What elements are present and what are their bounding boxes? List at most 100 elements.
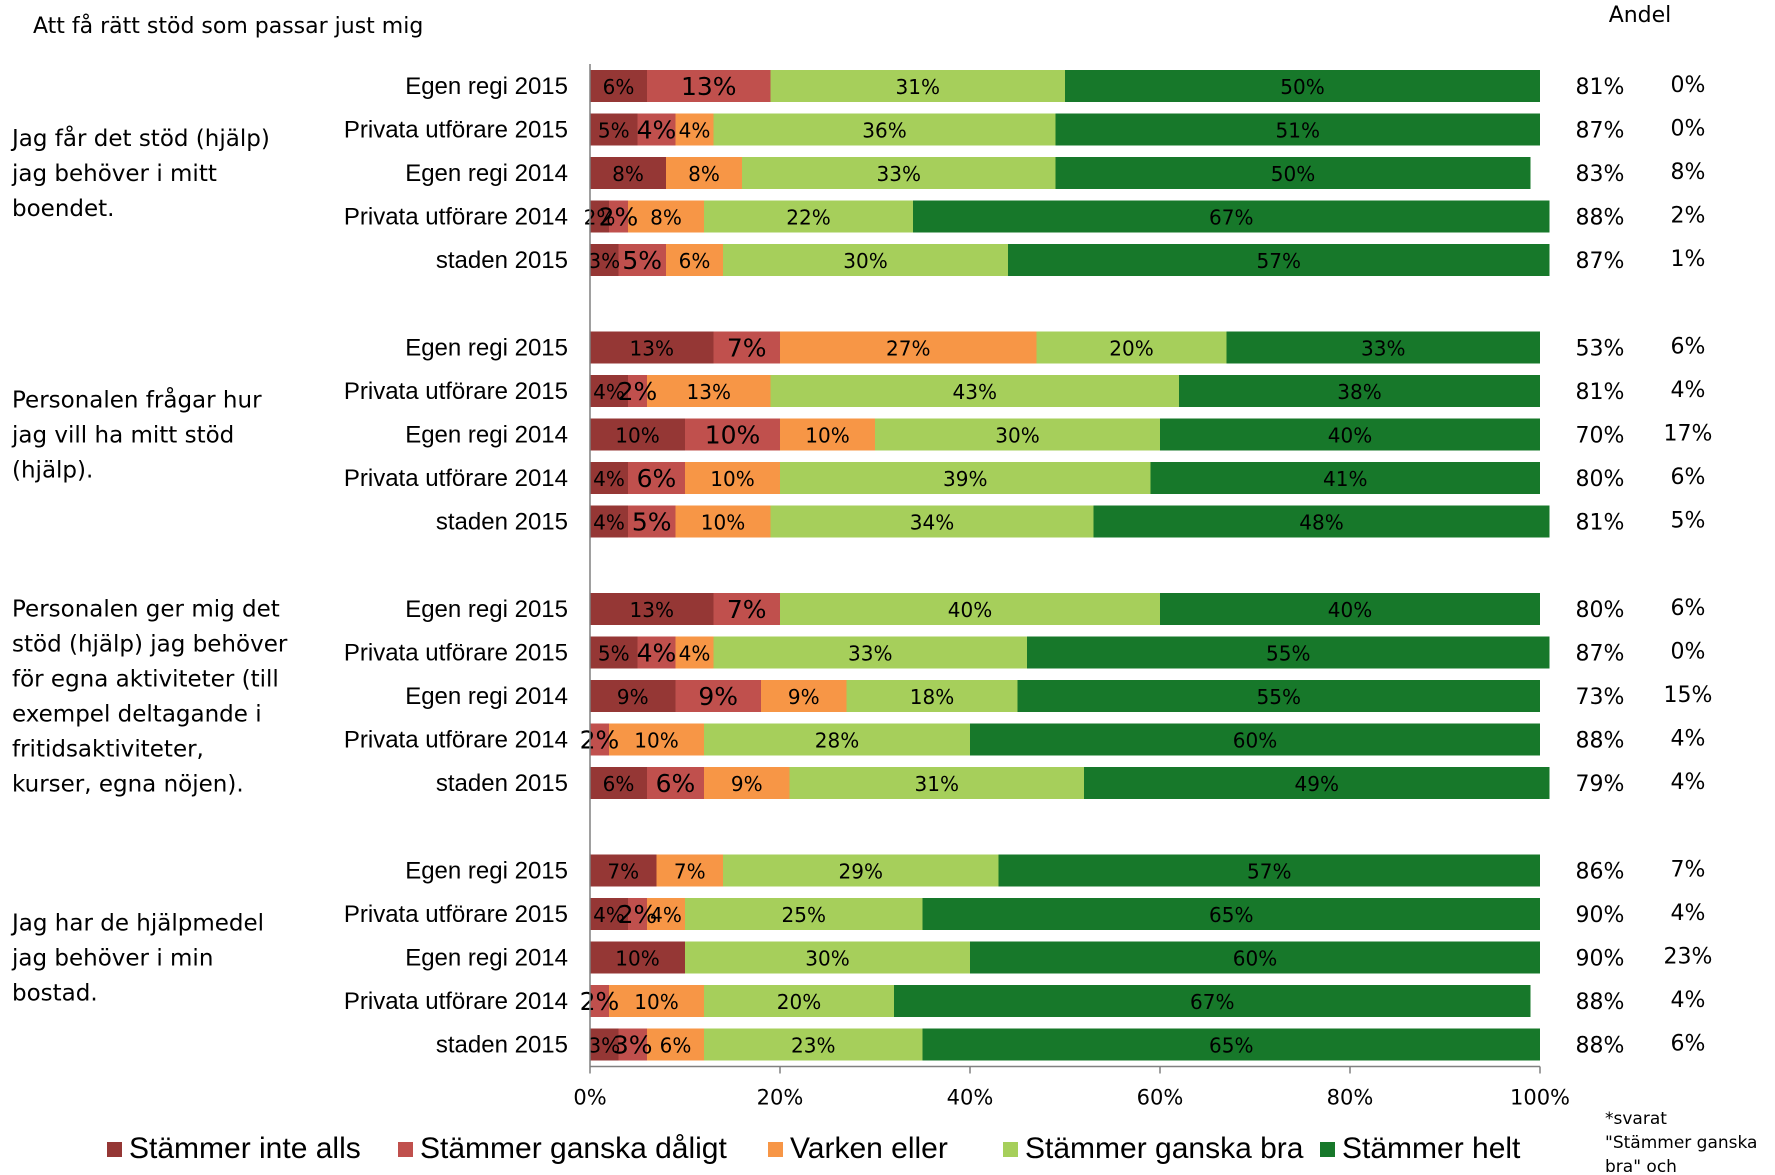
bar-value-label: 20% [777, 990, 821, 1014]
bar-value-label: 2% [599, 203, 639, 232]
bar-segment [590, 941, 685, 974]
bar-value-label: 2% [580, 987, 620, 1016]
bar-value-label: 10% [634, 990, 678, 1014]
row-label: Privata utförare 2015 [344, 901, 568, 928]
share-value: 70% [1576, 424, 1625, 449]
x-tick-label: 60% [1137, 1086, 1184, 1110]
bar-segment [685, 941, 970, 974]
bar-segment [780, 331, 1037, 364]
bar-segment [875, 418, 1160, 451]
bar-value-label: 30% [843, 249, 887, 273]
question-group: Egen regi 2015 13% 7% 40% 40% 80% 6% Privata ut… [12, 593, 1712, 799]
question-text-line: exempel deltagande i [12, 702, 262, 728]
bar-value-label: 7% [727, 334, 767, 363]
bar-segment [675, 505, 771, 538]
legend-label: Stämmer ganska bra [1025, 1132, 1304, 1165]
bar-segment [590, 200, 609, 233]
legend-label: Varken eller [790, 1132, 948, 1165]
row-label: Privata utförare 2015 [344, 640, 568, 667]
bar-value-label: 2% [618, 377, 658, 406]
bar-value-label: 40% [948, 598, 992, 622]
bar-segment [647, 70, 771, 102]
extra-value: 8% [1671, 160, 1706, 185]
bar-value-label: 65% [1209, 1034, 1253, 1058]
bar-segment [675, 113, 714, 146]
extra-value: 0% [1671, 117, 1706, 142]
bar-value-label: 7% [607, 860, 639, 884]
bar-segment [647, 767, 704, 799]
bar-segment [704, 767, 790, 799]
bar-value-label: 57% [1257, 249, 1301, 273]
extra-value: 17% [1664, 422, 1713, 447]
bar-value-label: 23% [791, 1034, 835, 1058]
share-value: 88% [1576, 729, 1625, 754]
bar-value-label: 18% [910, 685, 954, 709]
bar-segment [780, 593, 1160, 625]
bar-segment [1093, 505, 1550, 538]
row-label: Privata utförare 2014 [344, 727, 568, 754]
bar-value-label: 3% [588, 249, 620, 273]
bar-segment [1017, 680, 1540, 712]
bar-segment [1055, 157, 1531, 189]
share-value: 80% [1576, 598, 1625, 623]
bar-value-label: 10% [615, 947, 659, 971]
bar-value-label: 30% [805, 947, 849, 971]
bar-value-label: 50% [1280, 75, 1324, 99]
bar-segment [1160, 418, 1540, 451]
extra-value: 0% [1671, 73, 1706, 98]
share-value: 53% [1576, 337, 1625, 362]
bar-value-label: 4% [650, 903, 682, 927]
bar-value-label: 9% [698, 682, 738, 711]
question-group: Egen regi 2015 13% 7% 27% 20% 33% 53% 6% Privata… [11, 331, 1713, 538]
bar-value-label: 6% [637, 464, 677, 493]
bar-segment [723, 244, 1008, 276]
x-tick-label: 80% [1327, 1086, 1374, 1110]
bar-value-label: 10% [701, 511, 745, 535]
share-header: Andel [1609, 3, 1672, 28]
bar-segment [618, 244, 666, 276]
legend-swatch [107, 1142, 122, 1157]
bar-value-label: 6% [603, 772, 635, 796]
bar-segment [590, 418, 685, 451]
bar-value-label: 3% [588, 1034, 620, 1058]
footnote-line: bra" och [1605, 1157, 1677, 1175]
share-value: 90% [1576, 947, 1625, 972]
bar-value-label: 13% [630, 337, 674, 361]
bar-segment [685, 898, 923, 930]
bar-segment [1036, 331, 1227, 364]
bar-value-label: 29% [839, 860, 883, 884]
bar-value-label: 4% [679, 642, 711, 666]
question-text-line: jag behöver i mitt [11, 161, 217, 187]
row-label: staden 2015 [436, 509, 568, 536]
bar-value-label: 20% [1109, 337, 1153, 361]
share-value: 81% [1576, 75, 1625, 100]
bar-segment [628, 375, 647, 407]
bar-value-label: 6% [660, 1034, 692, 1058]
bar-value-label: 38% [1337, 380, 1381, 404]
bar-value-label: 2% [584, 206, 616, 230]
bar-segment [922, 898, 1540, 930]
bar-segment [970, 723, 1540, 756]
share-value: 73% [1576, 685, 1625, 710]
extra-value: 23% [1664, 945, 1713, 970]
bar-value-label: 40% [1328, 424, 1372, 448]
extra-value: 6% [1671, 596, 1706, 621]
bar-segment [609, 723, 704, 756]
bar-value-label: 28% [815, 729, 859, 753]
row-label: Privata utförare 2014 [344, 204, 568, 231]
x-tick-label: 100% [1510, 1086, 1570, 1110]
bar-segment [590, 898, 628, 930]
bar-segment [713, 113, 1056, 146]
bar-value-label: 7% [727, 595, 767, 624]
bar-segment [590, 767, 647, 799]
row-label: Egen regi 2014 [405, 160, 568, 187]
bar-segment [1150, 462, 1540, 494]
bar-value-label: 4% [637, 116, 677, 145]
bar-segment [713, 636, 1027, 669]
bar-value-label: 9% [731, 772, 763, 796]
bar-value-label: 6% [679, 249, 711, 273]
bar-segment [780, 462, 1151, 494]
bar-value-label: 13% [687, 380, 731, 404]
bar-segment [666, 157, 742, 189]
bar-segment [628, 505, 676, 538]
